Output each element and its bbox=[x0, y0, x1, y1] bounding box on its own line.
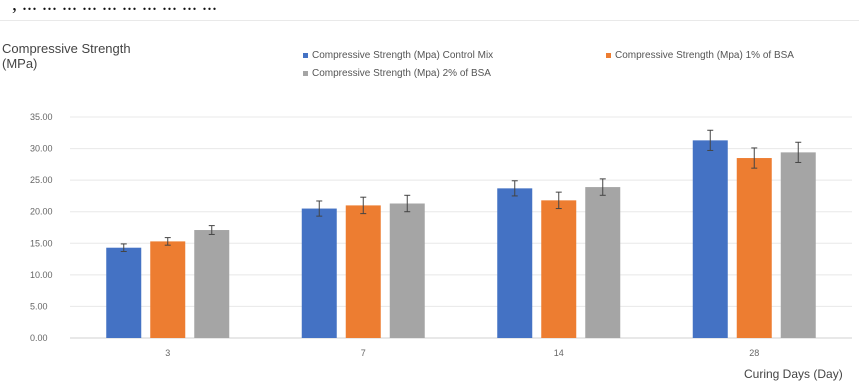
bar bbox=[692, 140, 728, 338]
legend-label-1pct: Compressive Strength (Mpa) 1% of BSA bbox=[615, 50, 794, 61]
legend-label-2pct: Compressive Strength (Mpa) 2% of BSA bbox=[312, 68, 491, 79]
bar bbox=[106, 247, 142, 338]
x-axis-title: Curing Days (Day) bbox=[744, 367, 843, 381]
y-tick-label: 10.00 bbox=[30, 270, 53, 280]
x-tick-label: 7 bbox=[361, 348, 366, 358]
y-tick-label: 5.00 bbox=[30, 301, 48, 311]
bar bbox=[780, 152, 816, 338]
bar bbox=[736, 158, 772, 338]
x-tick-label: 3 bbox=[165, 348, 170, 358]
bar bbox=[301, 208, 337, 338]
bar-series bbox=[106, 140, 816, 338]
legend-label-control: Compressive Strength (Mpa) Control Mix bbox=[312, 50, 494, 61]
bar bbox=[389, 203, 425, 338]
legend-swatch-1pct bbox=[606, 53, 611, 58]
gridlines bbox=[70, 116, 852, 339]
legend-item-control-mix: Compressive Strength (Mpa) Control Mix bbox=[303, 50, 493, 61]
legend-item-2pct-bsa: Compressive Strength (Mpa) 2% of BSA bbox=[303, 68, 491, 79]
y-axis-ticks: 0.00 5.00 10.00 15.00 20.00 25.00 30.00 35.00 bbox=[30, 112, 53, 343]
y-axis-title: Compressive Strength (MPa) bbox=[2, 41, 131, 71]
bar bbox=[585, 187, 621, 338]
bar bbox=[497, 188, 533, 338]
bar bbox=[194, 230, 230, 338]
legend-swatch-control bbox=[303, 53, 308, 58]
y-tick-label: 15.00 bbox=[30, 238, 53, 248]
y-tick-label: 35.00 bbox=[30, 112, 53, 122]
x-tick-label: 14 bbox=[554, 348, 564, 358]
legend-swatch-2pct bbox=[303, 71, 308, 76]
page-divider bbox=[0, 20, 859, 21]
bar bbox=[150, 241, 186, 338]
y-tick-label: 25.00 bbox=[30, 175, 53, 185]
x-axis-ticks: 3 7 14 28 bbox=[165, 348, 759, 358]
legend-item-1pct-bsa: Compressive Strength (Mpa) 1% of BSA bbox=[606, 50, 794, 61]
cropped-document-text: , ... ... ... ... ... ... ... ... ... ..… bbox=[12, 0, 217, 15]
y-tick-label: 20.00 bbox=[30, 207, 53, 217]
error-bars bbox=[120, 129, 802, 252]
y-tick-label: 30.00 bbox=[30, 144, 53, 154]
bar bbox=[345, 205, 381, 338]
bar bbox=[541, 200, 577, 338]
x-tick-label: 28 bbox=[749, 348, 759, 358]
y-tick-label: 0.00 bbox=[30, 333, 48, 343]
